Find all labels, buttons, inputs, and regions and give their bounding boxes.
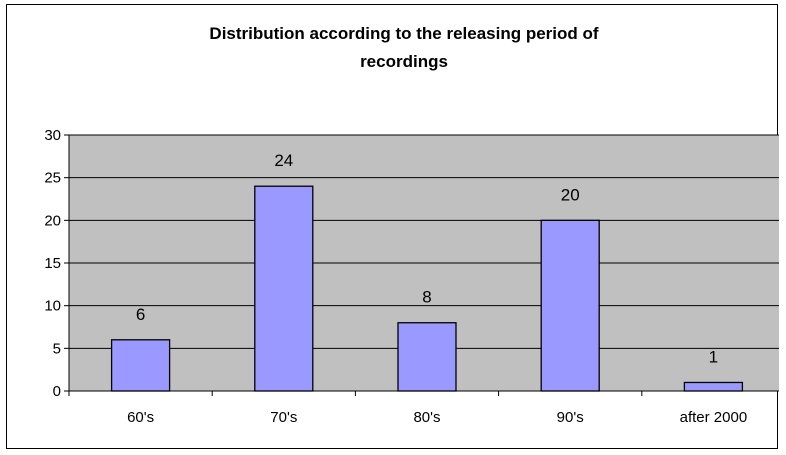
data-label-4: 1 [709, 347, 718, 366]
data-label-3: 20 [561, 185, 580, 204]
bar-1 [254, 185, 314, 392]
x-tick-label: 80's [413, 409, 440, 426]
x-tick-label: after 2000 [680, 409, 748, 426]
data-label-0: 6 [136, 305, 145, 324]
chart-title-line-2: recordings [360, 52, 448, 71]
data-labels: 6 24 8 20 1 [136, 151, 718, 366]
axes: 0 5 10 15 20 25 30 60's 70's 80's 90's after 2000 [44, 127, 779, 426]
y-tick-label: 20 [44, 212, 61, 229]
y-tick-label: 30 [44, 127, 61, 144]
x-tick-label: 60's [127, 409, 154, 426]
x-tick-label: 70's [270, 409, 297, 426]
data-label-1: 24 [274, 151, 293, 170]
bar-chart: Distribution according to the releasing … [44, 24, 779, 426]
chart-title-line-1: Distribution according to the releasing … [209, 24, 598, 43]
bar-2 [397, 322, 457, 392]
y-tick-label: 25 [44, 170, 61, 187]
bar-4 [683, 381, 744, 392]
chart-frame: Distribution according to the releasing … [6, 4, 779, 449]
y-tick-label: 15 [44, 255, 61, 272]
y-tick-label: 5 [53, 340, 61, 357]
y-tick-label: 10 [44, 298, 61, 315]
y-tick-label: 0 [53, 383, 61, 400]
x-tick-label: 90's [557, 409, 584, 426]
bar-0 [110, 339, 171, 392]
bar-3 [540, 219, 600, 392]
data-label-2: 8 [422, 288, 431, 307]
